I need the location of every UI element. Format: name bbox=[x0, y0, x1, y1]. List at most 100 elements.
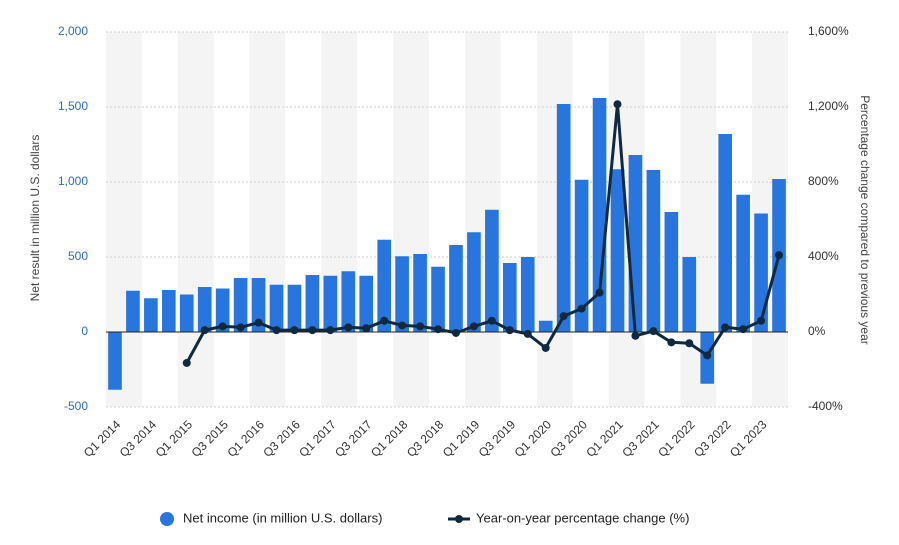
bar bbox=[467, 232, 481, 332]
y-tick-label: 0 bbox=[81, 324, 88, 338]
line-marker bbox=[523, 329, 532, 338]
line-marker bbox=[595, 288, 604, 297]
bar bbox=[287, 284, 302, 332]
y2-tick-label: 0% bbox=[808, 324, 826, 338]
bar bbox=[646, 170, 661, 332]
y-tick-label: -500 bbox=[64, 399, 88, 413]
x-tick-label: Q1 2016 bbox=[224, 417, 267, 460]
bar bbox=[485, 209, 499, 332]
bar bbox=[144, 298, 158, 332]
bar bbox=[538, 320, 553, 332]
bar bbox=[305, 275, 320, 332]
bar bbox=[377, 239, 392, 332]
y2-tick-label: 400% bbox=[808, 249, 839, 263]
legend-swatch bbox=[455, 515, 463, 523]
x-tick-label: Q3 2014 bbox=[117, 417, 160, 460]
band bbox=[177, 32, 214, 407]
line-marker bbox=[649, 327, 658, 336]
bar bbox=[682, 257, 697, 332]
line-marker bbox=[182, 358, 191, 367]
bar bbox=[736, 194, 750, 332]
line-marker bbox=[469, 322, 478, 331]
band bbox=[393, 32, 430, 407]
bar bbox=[215, 288, 230, 332]
y-tick-label: 500 bbox=[68, 249, 88, 263]
line-marker bbox=[505, 326, 514, 335]
band bbox=[249, 32, 286, 407]
line-marker bbox=[326, 326, 335, 335]
bar bbox=[108, 332, 122, 390]
line-marker bbox=[559, 312, 568, 321]
line-marker bbox=[721, 323, 730, 332]
line-marker bbox=[541, 343, 550, 352]
y-tick-label: 1,000 bbox=[58, 174, 88, 188]
line-marker bbox=[362, 324, 371, 333]
x-tick-label: Q3 2021 bbox=[619, 417, 662, 460]
line-marker bbox=[757, 316, 766, 325]
bar bbox=[395, 256, 409, 332]
x-tick-label: Q3 2017 bbox=[332, 417, 375, 460]
bar bbox=[161, 290, 176, 332]
y2-axis-title: Percentage change compared to previous y… bbox=[858, 95, 872, 345]
bar bbox=[323, 275, 338, 332]
line-marker bbox=[254, 318, 263, 327]
line-marker bbox=[739, 325, 748, 334]
line-marker bbox=[200, 326, 209, 335]
y-tick-label: 2,000 bbox=[58, 24, 88, 38]
bar bbox=[359, 275, 374, 332]
bar bbox=[413, 254, 427, 332]
bar bbox=[628, 155, 643, 332]
x-tick-label: Q1 2021 bbox=[583, 417, 626, 460]
bar bbox=[233, 278, 248, 332]
bar bbox=[718, 134, 733, 332]
x-tick-label: Q1 2015 bbox=[153, 417, 196, 460]
x-tick-label: Q3 2019 bbox=[476, 417, 519, 460]
line-marker bbox=[613, 100, 622, 109]
bar bbox=[556, 104, 571, 332]
bar bbox=[754, 213, 768, 332]
x-tick-label: Q3 2015 bbox=[189, 417, 232, 460]
bar bbox=[610, 169, 625, 332]
line-marker bbox=[416, 322, 425, 331]
line-marker bbox=[631, 331, 640, 340]
bar bbox=[664, 212, 679, 332]
y-tick-label: 1,500 bbox=[58, 99, 88, 113]
x-tick-label: Q3 2020 bbox=[548, 417, 591, 460]
bar bbox=[592, 98, 607, 332]
y2-tick-label: -400% bbox=[808, 399, 843, 413]
line-marker bbox=[703, 351, 712, 360]
x-tick-label: Q1 2018 bbox=[368, 417, 411, 460]
line bbox=[185, 102, 781, 364]
line-marker bbox=[236, 323, 245, 332]
line-marker bbox=[398, 321, 407, 330]
bar bbox=[431, 266, 445, 332]
line-marker bbox=[487, 316, 496, 325]
y2-tick-label: 1,600% bbox=[808, 24, 849, 38]
bar bbox=[126, 290, 140, 332]
y2-tick-label: 800% bbox=[808, 174, 839, 188]
band bbox=[321, 32, 358, 407]
x-tick-label: Q3 2022 bbox=[691, 417, 734, 460]
x-tick-label: Q3 2016 bbox=[260, 417, 303, 460]
line-marker bbox=[434, 325, 443, 334]
x-tick-label: Q3 2018 bbox=[404, 417, 447, 460]
x-tick-label: Q1 2022 bbox=[655, 417, 698, 460]
bar bbox=[574, 179, 589, 332]
x-tick-label: Q1 2023 bbox=[727, 417, 770, 460]
y-axis-title: Net result in million U.S. dollars bbox=[28, 135, 42, 302]
line-marker bbox=[451, 328, 460, 337]
legend-swatch bbox=[160, 512, 174, 526]
line-marker bbox=[775, 251, 784, 260]
bar bbox=[502, 263, 517, 332]
bar bbox=[251, 278, 266, 332]
legend-label: Net income (in million U.S. dollars) bbox=[183, 510, 382, 525]
line-marker bbox=[290, 326, 299, 335]
legend-label: Year-on-year percentage change (%) bbox=[476, 510, 689, 525]
line-marker bbox=[380, 316, 389, 325]
x-tick-label: Q1 2014 bbox=[81, 417, 124, 460]
line-marker bbox=[272, 326, 281, 335]
x-tick-label: Q1 2020 bbox=[512, 417, 555, 460]
bar bbox=[449, 245, 463, 332]
line-marker bbox=[685, 339, 694, 348]
